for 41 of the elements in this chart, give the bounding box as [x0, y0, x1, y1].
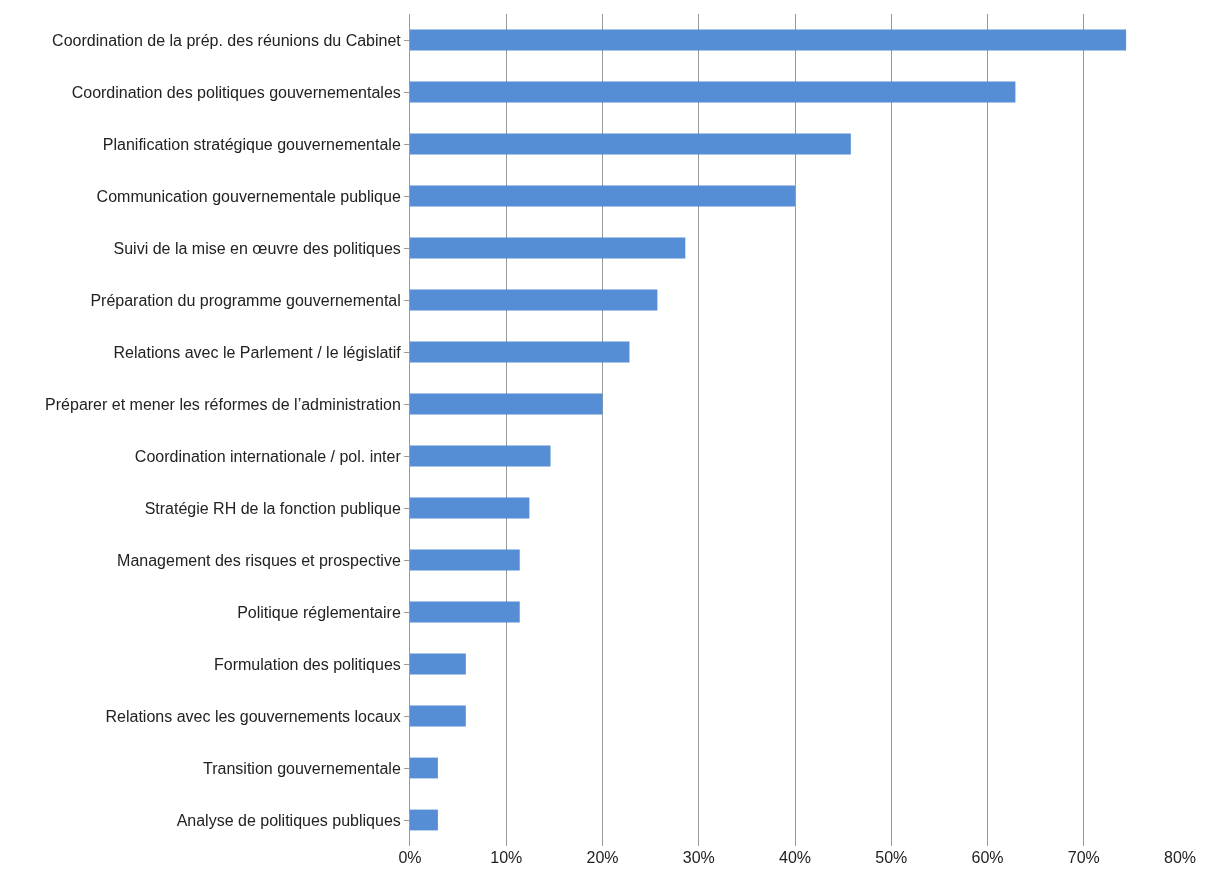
x-tick-label: 60% — [971, 849, 1004, 866]
y-tick-label: Coordination de la prép. des réunions du Cabinet — [52, 31, 402, 49]
x-tick-label: 20% — [586, 849, 619, 866]
bar — [410, 185, 795, 207]
x-tick-label: 10% — [490, 849, 523, 866]
y-tick-label: Coordination internationale / pol. inter — [134, 447, 402, 465]
y-tick-label: Planification stratégique gouvernementale — [102, 135, 401, 153]
y-tick-label: Politique réglementaire — [237, 603, 401, 621]
bar — [410, 445, 551, 467]
bar — [410, 133, 851, 155]
y-tick-label: Relations avec le Parlement / le législatif — [113, 343, 402, 361]
bar — [410, 289, 658, 311]
y-tick-label: Management des risques et prospective — [117, 551, 401, 569]
x-tick-label: 50% — [875, 849, 908, 866]
x-tick-label: 40% — [778, 849, 812, 866]
x-tick-label: 0% — [398, 849, 422, 866]
bar — [410, 809, 438, 831]
x-tick-label: 70% — [1067, 849, 1100, 866]
bar — [410, 705, 466, 727]
y-tick-label: Préparer et mener les réformes de l’administration — [45, 395, 401, 413]
bar — [410, 393, 603, 415]
bar — [410, 341, 630, 363]
bar — [410, 601, 520, 623]
x-tick-label: 80% — [1163, 849, 1197, 866]
y-tick-label: Formulation des politiques — [214, 655, 401, 673]
y-tick-label: Suivi de la mise en œuvre des politiques — [113, 239, 401, 257]
y-tick-label: Relations avec les gouvernements locaux — [105, 707, 401, 725]
x-tick-label: 30% — [682, 849, 715, 866]
y-tick-label: Préparation du programme gouvernemental — [90, 291, 401, 309]
y-tick-label: Stratégie RH de la fonction publique — [144, 499, 401, 517]
y-tick-label: Communication gouvernementale publique — [96, 187, 401, 205]
y-tick-label: Analyse de politiques publiques — [176, 811, 401, 829]
bar — [410, 29, 1127, 51]
bar — [410, 497, 530, 519]
y-tick-label: Coordination des politiques gouvernementales — [71, 83, 401, 101]
bar — [410, 653, 466, 675]
bar — [410, 549, 520, 571]
bar — [410, 757, 438, 779]
bar — [410, 81, 1016, 103]
bar — [410, 237, 686, 259]
y-tick-label: Transition gouvernementale — [203, 759, 401, 777]
